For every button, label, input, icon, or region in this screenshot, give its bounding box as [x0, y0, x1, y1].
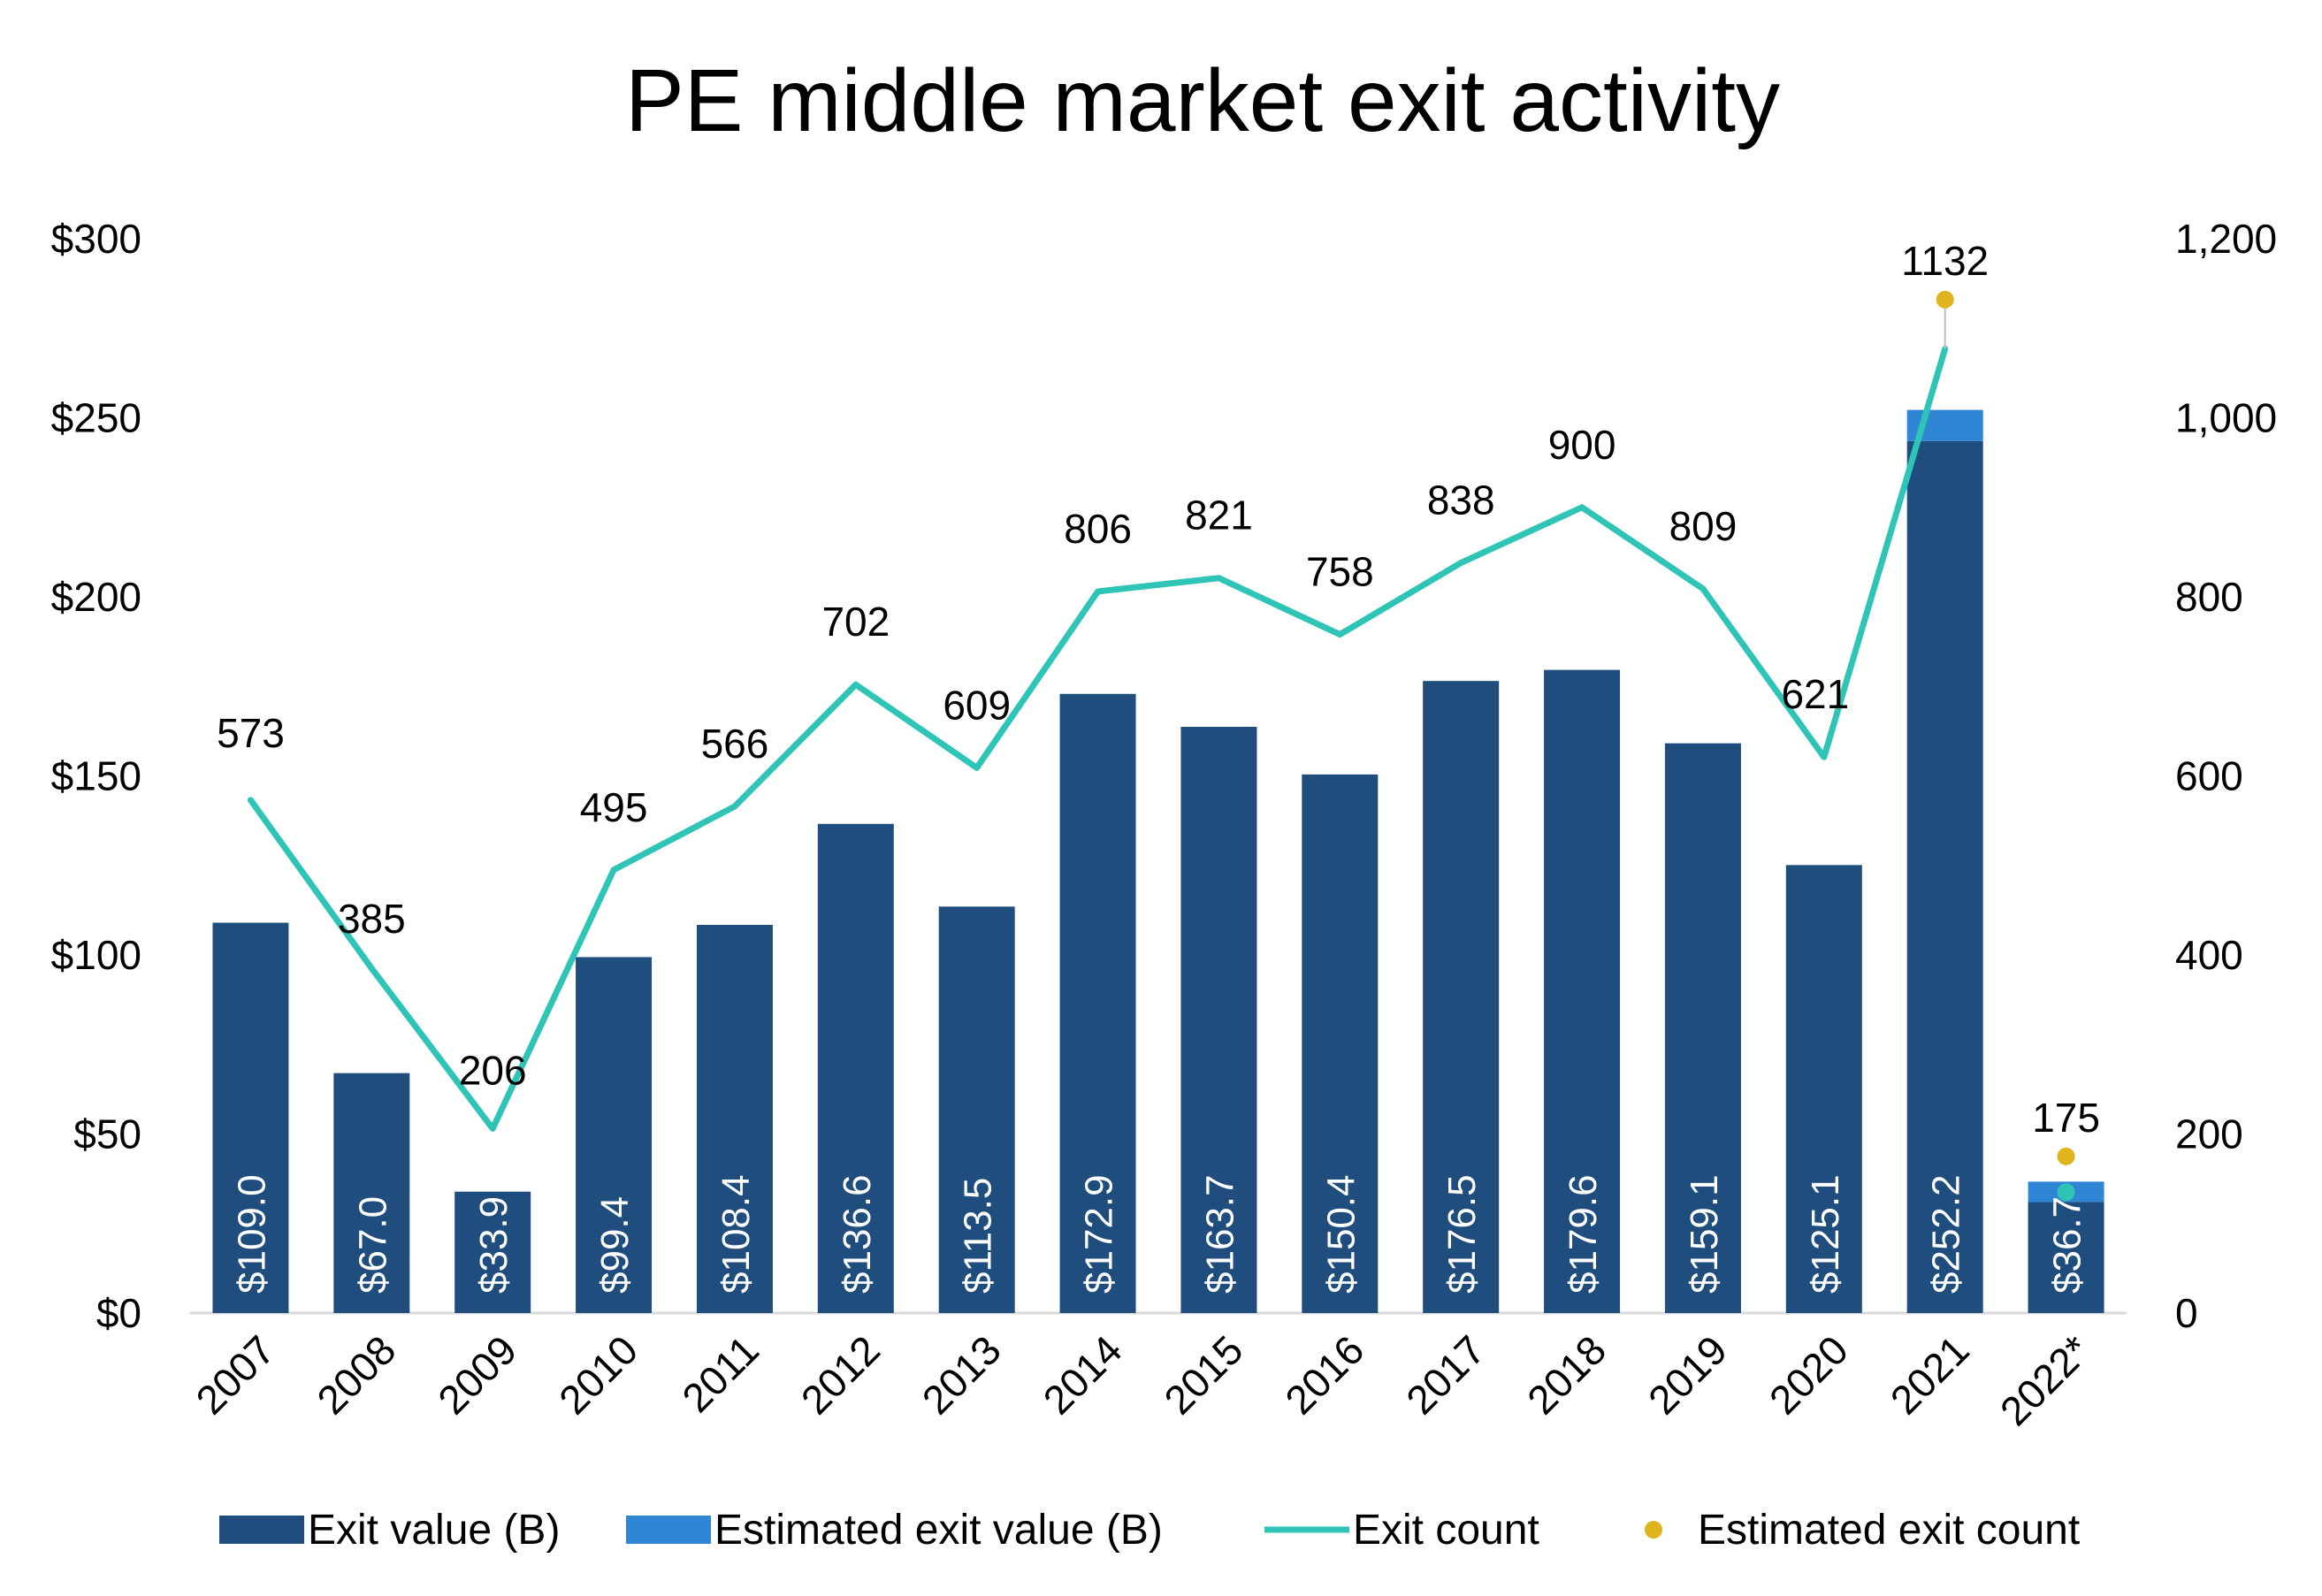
exit-count-line-group [247, 290, 2075, 1202]
x-tick-label: 2018 [1518, 1326, 1615, 1423]
bar-value-label: $99.4 [593, 1196, 637, 1294]
bar-exit-value [212, 922, 289, 1313]
legend-label-exit-value: Exit value (B) [308, 1507, 560, 1554]
bar-exit-value [1302, 774, 1379, 1313]
x-tick-label: 2014 [1034, 1326, 1130, 1423]
x-tick-label: 2020 [1761, 1326, 1857, 1423]
bar-value-label: $176.5 [1440, 1174, 1484, 1294]
y-left-tick-label: $250 [51, 395, 141, 441]
bar-exit-value [1906, 440, 1983, 1313]
bar-value-label: $36.7 [2046, 1196, 2089, 1294]
legend-swatch-estimated-exit-value [626, 1516, 711, 1544]
x-tick-label: 2016 [1276, 1326, 1372, 1423]
estimated-exit-count-point [1936, 290, 1954, 309]
y-right-tick-label: 1,000 [2175, 395, 2277, 441]
exit-count-label: 821 [1185, 493, 1253, 538]
legend-label-estimated-exit-count: Estimated exit count [1698, 1507, 2080, 1554]
bar-value-label: $179.6 [1562, 1174, 1605, 1294]
bar-exit-value [817, 823, 894, 1313]
y-left-tick-label: $150 [51, 753, 141, 799]
bar-value-label: $163.7 [1198, 1174, 1241, 1294]
x-tick-label: 2019 [1639, 1326, 1736, 1423]
y-right-tick-label: 800 [2175, 574, 2243, 620]
y-right-tick-label: 400 [2175, 932, 2243, 978]
x-tick-label: 2022* [1991, 1326, 2099, 1434]
exit-count-point [2057, 1183, 2075, 1202]
y-right-tick-label: 200 [2175, 1111, 2243, 1157]
bar-exit-value [576, 957, 653, 1313]
y-left-tick-label: $100 [51, 932, 141, 978]
exit-count-label: 621 [1781, 671, 1849, 717]
y-right-tick-label: 1,200 [2175, 216, 2277, 262]
x-tick-label: 2010 [550, 1326, 646, 1423]
legend-label-estimated-exit-value: Estimated exit value (B) [714, 1507, 1163, 1554]
x-tick-label: 2013 [913, 1326, 1010, 1423]
y-left-tick-label: $300 [51, 216, 141, 262]
bar-exit-value [938, 906, 1015, 1313]
y-left-tick-label: $200 [51, 574, 141, 620]
x-tick-label: 2015 [1155, 1326, 1251, 1423]
exit-count-label: 702 [821, 599, 890, 645]
bar-exit-value [1423, 681, 1500, 1313]
bar-value-label: $109.0 [230, 1174, 273, 1294]
bar-exit-value [333, 1073, 410, 1313]
estimated-exit-count-label: 175 [2032, 1095, 2100, 1141]
bar-value-label: $67.0 [351, 1196, 394, 1294]
bar-value-label: $150.4 [1319, 1174, 1363, 1294]
bar-exit-value [454, 1191, 531, 1313]
x-tick-label: 2017 [1397, 1326, 1493, 1423]
bar-value-label: $113.5 [957, 1178, 1000, 1294]
exit-count-label: 809 [1669, 503, 1738, 549]
bar-value-label: $125.1 [1804, 1174, 1847, 1294]
exit-count-label: 495 [580, 784, 648, 830]
bar-exit-value [1180, 727, 1257, 1313]
y-right-tick-label: 0 [2175, 1290, 2198, 1336]
bar-value-label: $33.9 [472, 1196, 516, 1294]
y-left-tick-label: $50 [73, 1111, 141, 1157]
x-tick-label: 2011 [673, 1326, 768, 1421]
bar-value-label: $159.1 [1683, 1174, 1726, 1294]
estimated-exit-count-point [2057, 1147, 2075, 1165]
legend-swatch-estimated-exit-count [1645, 1521, 1662, 1539]
exit-count-label: 838 [1427, 477, 1495, 523]
exit-count-label: 566 [701, 721, 769, 767]
bar-exit-value [696, 924, 773, 1313]
estimated-exit-count-label: 1132 [1901, 238, 1989, 284]
y-right-tick-label: 600 [2175, 753, 2243, 799]
legend-label-exit-count: Exit count [1353, 1507, 1539, 1554]
exit-count-label: 206 [459, 1047, 527, 1093]
exit-count-label: 806 [1064, 506, 1132, 552]
x-tick-label: 2007 [187, 1326, 283, 1423]
exit-count-label: 900 [1548, 422, 1616, 468]
data-labels: $109.0 $67.0 $33.9 $99.4 $108.4 $136.6 $113.5 $… [217, 238, 2100, 1294]
legend: Exit value (B) Estimated exit value (B) Ex… [219, 1507, 2080, 1554]
x-tick-label: 2009 [429, 1326, 525, 1423]
exit-count-label: 385 [338, 896, 406, 942]
chart-title: PE middle market exit activity [625, 51, 1780, 150]
exit-count-label: 758 [1306, 549, 1374, 595]
bar-exit-value [1059, 693, 1136, 1313]
bar-value-label: $172.9 [1078, 1174, 1121, 1294]
x-tick-label: 2021 [1882, 1326, 1978, 1423]
bar-value-label: $252.2 [1925, 1174, 1968, 1294]
x-tick-label: 2012 [792, 1326, 889, 1423]
y-left-tick-label: $0 [96, 1290, 141, 1336]
bar-exit-value [1544, 669, 1621, 1313]
bar-value-label: $136.6 [836, 1174, 879, 1294]
legend-swatch-exit-value [219, 1516, 304, 1544]
bar-exit-value [1785, 865, 1862, 1313]
bar-exit-value [2028, 1202, 2104, 1313]
exit-count-line [247, 346, 1949, 1132]
bars [212, 409, 2104, 1313]
exit-count-label: 609 [943, 682, 1011, 728]
x-tick-label: 2008 [308, 1326, 404, 1423]
bar-exit-value [1664, 743, 1741, 1313]
bar-value-label: $108.4 [714, 1174, 758, 1294]
exit-count-label: 573 [217, 710, 285, 756]
